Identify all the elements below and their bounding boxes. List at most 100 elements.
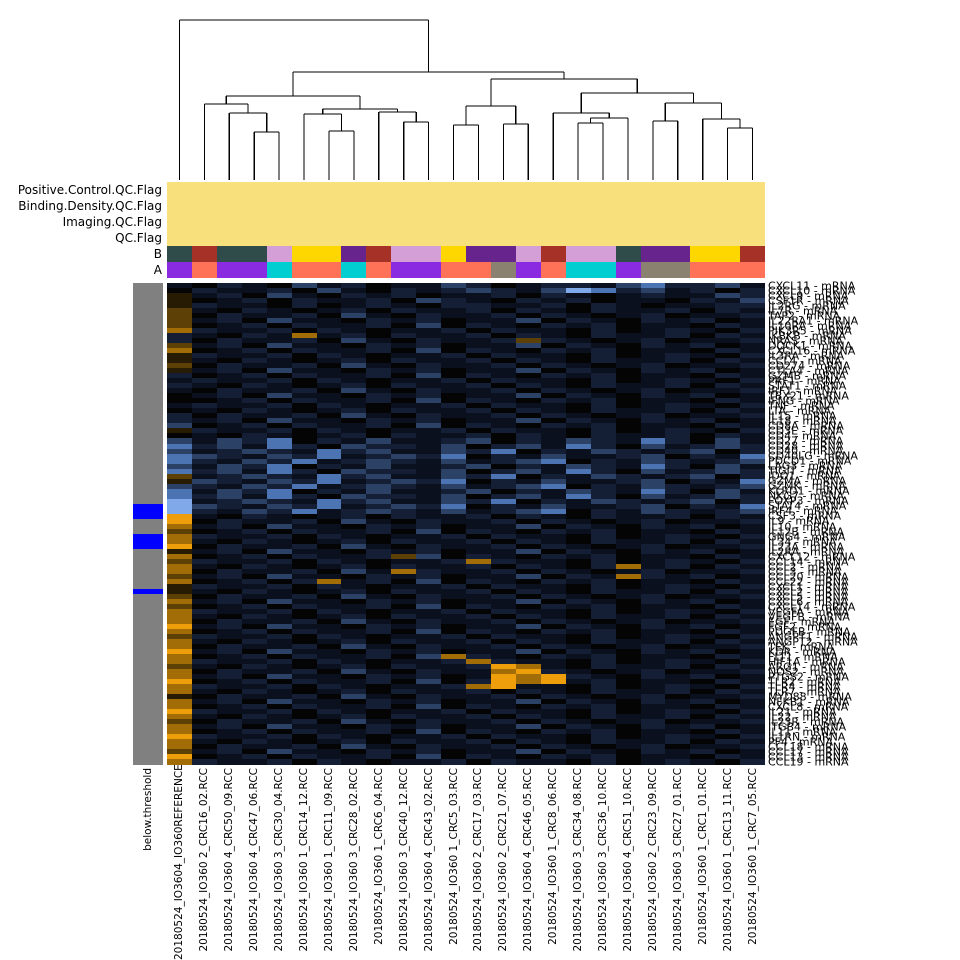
heatmap-cell bbox=[191, 583, 217, 589]
heatmap-cell bbox=[216, 739, 242, 745]
heatmap-cell bbox=[515, 433, 541, 439]
heatmap-cell bbox=[216, 674, 242, 680]
heatmap-cell bbox=[490, 398, 516, 404]
heatmap-cell bbox=[266, 739, 292, 745]
heatmap-cell bbox=[241, 328, 267, 334]
heatmap-cell bbox=[416, 293, 442, 299]
heatmap-cell bbox=[316, 629, 342, 635]
heatmap-cell bbox=[540, 448, 566, 454]
heatmap-cell bbox=[590, 588, 616, 594]
annotation-cell bbox=[167, 214, 192, 230]
heatmap-cell bbox=[441, 443, 467, 449]
heatmap-cell bbox=[466, 483, 491, 489]
heatmap-cell bbox=[615, 684, 641, 690]
heatmap-cell bbox=[640, 699, 666, 705]
annotation-cell bbox=[590, 182, 616, 198]
heatmap-cell bbox=[640, 538, 666, 544]
heatmap-cell bbox=[590, 558, 616, 564]
heatmap-cell bbox=[715, 378, 741, 384]
heatmap-cell bbox=[341, 629, 367, 635]
heatmap-cell bbox=[640, 518, 666, 524]
heatmap-cell bbox=[466, 558, 491, 564]
annotation-cell bbox=[316, 230, 342, 246]
annotation-cell bbox=[515, 198, 541, 214]
heatmap-cell bbox=[640, 704, 666, 710]
heatmap-cell bbox=[466, 533, 491, 539]
heatmap-cell bbox=[590, 644, 616, 650]
gene-row-label: CSF1R - mRNA bbox=[768, 294, 849, 308]
below-threshold-cell bbox=[133, 583, 163, 589]
annotation-cell bbox=[416, 262, 442, 278]
heatmap-cell bbox=[615, 614, 641, 620]
heatmap-cell bbox=[441, 298, 467, 304]
heatmap-cell bbox=[665, 323, 691, 329]
heatmap-cell bbox=[266, 398, 292, 404]
heatmap-cell bbox=[740, 358, 766, 364]
heatmap-cell bbox=[466, 543, 491, 549]
heatmap-cell bbox=[615, 403, 641, 409]
heatmap-cell bbox=[565, 598, 591, 604]
annotation-cell bbox=[690, 214, 716, 230]
heatmap-cell bbox=[241, 659, 267, 665]
heatmap-cell bbox=[416, 624, 442, 630]
below-threshold-cell bbox=[133, 629, 163, 635]
heatmap-cell bbox=[690, 734, 716, 740]
heatmap-cell bbox=[167, 483, 192, 489]
heatmap-cell bbox=[590, 458, 616, 464]
heatmap-cell bbox=[540, 563, 566, 569]
heatmap-row bbox=[167, 598, 766, 604]
heatmap-cell bbox=[715, 644, 741, 650]
heatmap-cell bbox=[565, 593, 591, 599]
heatmap-cell bbox=[615, 528, 641, 534]
heatmap-cell bbox=[740, 689, 766, 695]
heatmap-cell bbox=[466, 463, 491, 469]
heatmap-cell bbox=[690, 443, 716, 449]
heatmap-cell bbox=[216, 378, 242, 384]
heatmap-cell bbox=[266, 679, 292, 685]
heatmap-cell bbox=[690, 303, 716, 309]
heatmap-cell bbox=[366, 363, 392, 369]
annotation-cell bbox=[241, 246, 267, 262]
heatmap-cell bbox=[665, 333, 691, 339]
annotation-cell bbox=[341, 198, 367, 214]
heatmap-cell bbox=[191, 318, 217, 324]
heatmap-cell bbox=[466, 398, 491, 404]
heatmap-cell bbox=[266, 348, 292, 354]
heatmap-cell bbox=[241, 664, 267, 670]
heatmap-cell bbox=[441, 669, 467, 675]
annotation-cell bbox=[441, 214, 467, 230]
heatmap-cell bbox=[665, 614, 691, 620]
heatmap-cell bbox=[391, 328, 417, 334]
heatmap-cell bbox=[665, 423, 691, 429]
heatmap-cell bbox=[216, 759, 242, 765]
heatmap-cell bbox=[191, 378, 217, 384]
heatmap-cell bbox=[665, 593, 691, 599]
heatmap-cell bbox=[490, 588, 516, 594]
annotation-cell bbox=[241, 230, 267, 246]
heatmap-cell bbox=[291, 578, 317, 584]
heatmap-cell bbox=[540, 593, 566, 599]
heatmap-cell bbox=[690, 393, 716, 399]
heatmap-cell bbox=[191, 558, 217, 564]
heatmap-cell bbox=[565, 739, 591, 745]
heatmap-cell bbox=[640, 493, 666, 499]
heatmap-cell bbox=[416, 749, 442, 755]
heatmap-cell bbox=[366, 644, 392, 650]
heatmap-cell bbox=[441, 644, 467, 650]
heatmap-cell bbox=[241, 639, 267, 645]
heatmap-cell bbox=[241, 478, 267, 484]
heatmap-cell bbox=[665, 413, 691, 419]
heatmap-cell bbox=[167, 538, 192, 544]
heatmap-cell bbox=[640, 523, 666, 529]
heatmap-cell bbox=[640, 568, 666, 574]
heatmap-cell bbox=[216, 518, 242, 524]
heatmap-cell bbox=[515, 659, 541, 665]
heatmap-cell bbox=[391, 388, 417, 394]
heatmap-cell bbox=[341, 689, 367, 695]
heatmap-cell bbox=[715, 749, 741, 755]
heatmap-cell bbox=[441, 634, 467, 640]
heatmap-cell bbox=[291, 754, 317, 760]
heatmap-cell bbox=[615, 704, 641, 710]
heatmap-cell bbox=[515, 588, 541, 594]
heatmap-cell bbox=[466, 453, 491, 459]
